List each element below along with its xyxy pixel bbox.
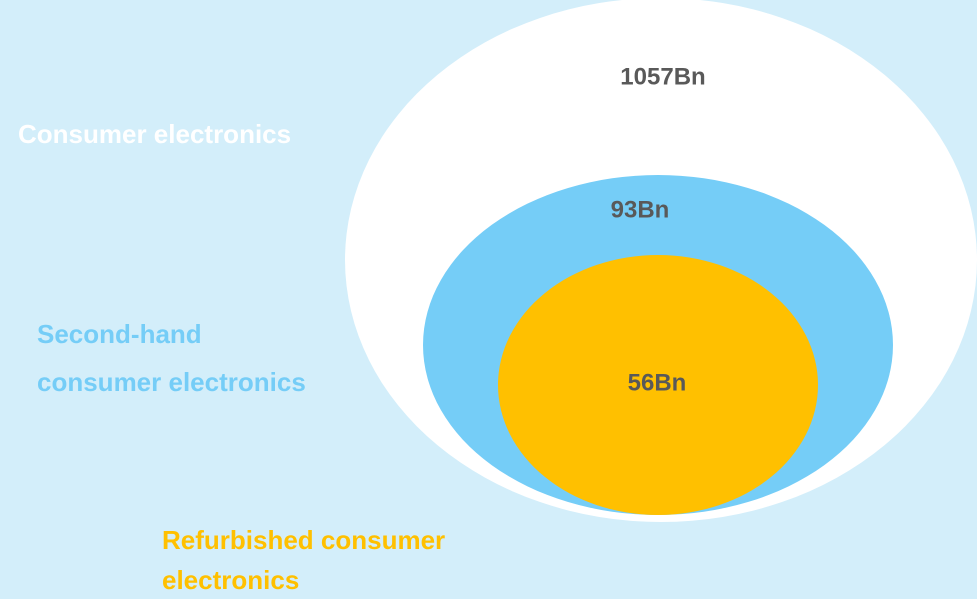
- inner-label: electronics: [162, 565, 299, 595]
- outer-label: Consumer electronics: [18, 119, 291, 149]
- inner-circle: [498, 255, 818, 515]
- inner-value: 56Bn: [628, 369, 687, 396]
- middle-label: consumer electronics: [37, 367, 306, 397]
- middle-value: 93Bn: [611, 196, 670, 223]
- outer-value: 1057Bn: [620, 63, 705, 90]
- inner-label: Refurbished consumer: [162, 525, 445, 555]
- middle-label: Second-hand: [37, 319, 202, 349]
